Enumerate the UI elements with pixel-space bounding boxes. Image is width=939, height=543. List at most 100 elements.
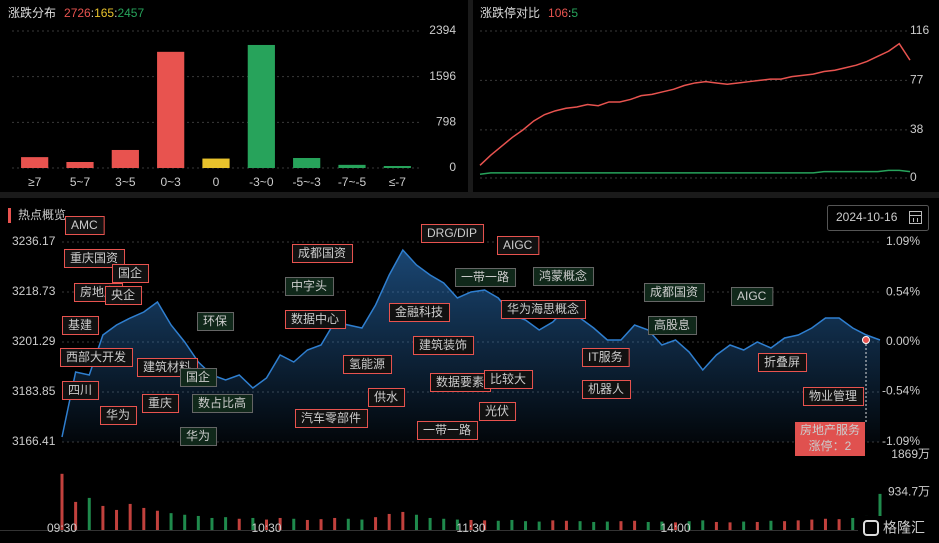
annotation: 高股息 bbox=[648, 316, 698, 335]
annotation-text: 数据要素 bbox=[436, 374, 484, 389]
volume-bar bbox=[115, 509, 119, 530]
y2-tick-label: 0.54% bbox=[886, 285, 920, 299]
bar bbox=[247, 44, 275, 168]
volume-bar bbox=[837, 519, 841, 530]
volume-bar bbox=[796, 520, 800, 530]
annotation-text: AMC bbox=[71, 218, 98, 232]
annotation-text: 光伏 bbox=[485, 404, 509, 418]
annotation-box bbox=[582, 380, 632, 399]
volume-bar bbox=[455, 519, 459, 530]
time-label: 11:30 bbox=[456, 521, 485, 535]
bar bbox=[338, 164, 366, 168]
volume-bar bbox=[74, 501, 78, 530]
annotation-text: 数占比高 bbox=[198, 395, 246, 410]
annotation-box bbox=[62, 381, 100, 400]
annotation-box bbox=[180, 368, 218, 387]
annotation-text: 一带一路 bbox=[461, 269, 509, 284]
annotation: 基建 bbox=[62, 316, 100, 335]
bar bbox=[383, 165, 411, 168]
y-tick-label: 798 bbox=[436, 115, 456, 129]
volume-bar bbox=[660, 521, 664, 530]
distribution-title: 涨跌分布 2726:165:2457 bbox=[8, 5, 144, 20]
volume-bar bbox=[742, 521, 746, 530]
annotation-box bbox=[413, 336, 475, 355]
annotation-box bbox=[803, 387, 865, 406]
annotation: 鸿蒙概念 bbox=[533, 267, 595, 286]
annotation-text: 高股息 bbox=[654, 317, 690, 332]
annotation-text: 一带一路 bbox=[423, 422, 471, 437]
y-tick-label: 2394 bbox=[429, 23, 456, 37]
annotation-text: 供水 bbox=[374, 390, 398, 404]
y-tick-label: 3218.73 bbox=[12, 284, 56, 298]
last-point bbox=[862, 335, 870, 344]
y2-tick-label: -1.09% bbox=[882, 434, 920, 448]
volume-bar bbox=[810, 519, 814, 530]
bar bbox=[21, 157, 49, 168]
series-line bbox=[479, 42, 911, 166]
y-tick-label: 1596 bbox=[429, 69, 456, 83]
volume-bar bbox=[646, 521, 650, 530]
volume-bar bbox=[755, 521, 759, 530]
series-line bbox=[479, 169, 911, 175]
title: 涨跌停对比 bbox=[480, 5, 540, 20]
volume-bar bbox=[537, 521, 541, 530]
y-tick-label: 3201.29 bbox=[12, 334, 56, 348]
annotation-text: DRG/DIP bbox=[427, 226, 477, 240]
annotation-box bbox=[501, 300, 587, 319]
x-tick-label: ≤-7 bbox=[389, 175, 407, 189]
volume-bar bbox=[783, 521, 787, 530]
date[interactable]: 2024-10-16 bbox=[836, 210, 898, 224]
annotation-box bbox=[197, 312, 235, 331]
y-tick-label: 38 bbox=[910, 122, 924, 136]
annotation-box bbox=[100, 406, 138, 425]
annotation-box bbox=[295, 409, 369, 428]
badge-label: 涨停： bbox=[809, 438, 845, 453]
volume-bar bbox=[687, 521, 691, 530]
volume-bar bbox=[428, 517, 432, 530]
annotation-box bbox=[479, 402, 517, 421]
annotation-text: 重庆 bbox=[148, 396, 172, 410]
y2-tick-label: 1.09% bbox=[886, 234, 920, 248]
annotation: 建筑装饰 bbox=[413, 336, 475, 355]
volume-bar bbox=[183, 514, 187, 530]
annotation-box bbox=[64, 249, 126, 268]
y2-tick-label: -0.54% bbox=[882, 384, 920, 398]
annotation-box bbox=[758, 353, 808, 372]
annotation-text: 国企 bbox=[186, 369, 210, 384]
annotation-text: 华为 bbox=[106, 408, 130, 422]
volume-bar bbox=[483, 520, 487, 530]
badge bbox=[795, 422, 865, 456]
volume-bar bbox=[319, 519, 323, 530]
volume-bar bbox=[823, 518, 827, 530]
date-picker[interactable] bbox=[827, 205, 929, 231]
annotation-box bbox=[484, 370, 534, 389]
annotation: 汽车零部件 bbox=[295, 409, 369, 428]
badge-name: 房地产服务 bbox=[800, 422, 860, 437]
annotation-box bbox=[343, 355, 393, 374]
price-line bbox=[61, 248, 881, 438]
annotation-text: 重庆国资 bbox=[70, 251, 118, 265]
volume-bar bbox=[101, 505, 105, 530]
annotation: 数据要素 bbox=[430, 373, 492, 392]
annotation-box bbox=[648, 316, 698, 335]
volume-bar bbox=[87, 497, 91, 530]
annotation-text: 国企 bbox=[118, 265, 142, 280]
annotation: 华为 bbox=[180, 427, 218, 446]
annotation-box bbox=[180, 427, 218, 446]
annotation-text: 成都国资 bbox=[298, 246, 346, 260]
distribution-panel bbox=[0, 0, 468, 192]
annotation: 光伏 bbox=[479, 402, 517, 421]
annotation-text: 基建 bbox=[68, 318, 92, 332]
annotation-box bbox=[285, 310, 347, 329]
annotation: DRG/DIP bbox=[421, 224, 485, 243]
x-tick-label: -7~-5 bbox=[338, 175, 367, 189]
volume-bar bbox=[169, 513, 173, 530]
annotation-box bbox=[112, 264, 150, 283]
annotation-box bbox=[192, 394, 254, 413]
annotation-box bbox=[533, 267, 595, 286]
annotation-box bbox=[105, 286, 143, 305]
separator: : bbox=[568, 6, 571, 20]
annotation-text: 成都国资 bbox=[650, 285, 698, 299]
volume-bar bbox=[305, 519, 309, 530]
annotation-text: 金融科技 bbox=[395, 304, 443, 319]
